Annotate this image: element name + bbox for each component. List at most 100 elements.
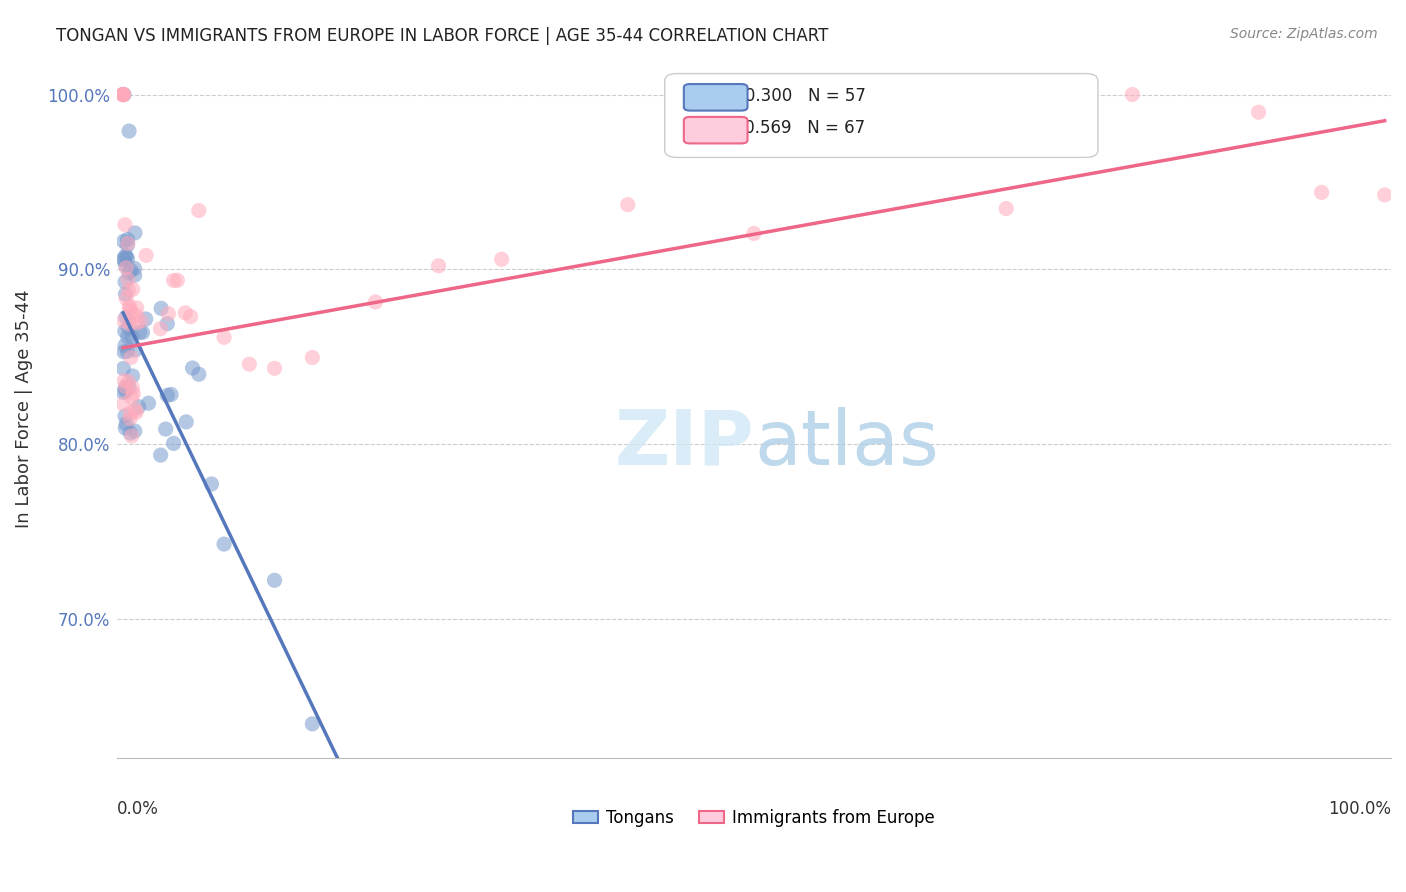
Point xyxy=(114,218,136,232)
Point xyxy=(118,299,141,313)
Point xyxy=(155,422,177,436)
Point xyxy=(114,259,136,273)
Point xyxy=(112,87,135,102)
Point xyxy=(263,361,285,376)
Point xyxy=(166,273,188,287)
Point xyxy=(181,361,204,376)
Point xyxy=(112,87,135,102)
Point xyxy=(174,306,197,320)
Point xyxy=(121,330,143,344)
Point xyxy=(128,325,150,339)
Point xyxy=(112,87,135,102)
Point xyxy=(112,397,135,411)
Point xyxy=(112,361,135,376)
Point xyxy=(995,202,1018,216)
Text: 100.0%: 100.0% xyxy=(1329,800,1391,818)
Point xyxy=(120,263,142,277)
Text: Source: ZipAtlas.com: Source: ZipAtlas.com xyxy=(1230,27,1378,41)
Point xyxy=(157,307,180,321)
Point xyxy=(117,375,139,389)
Point xyxy=(150,301,173,316)
Point xyxy=(124,424,146,438)
Point xyxy=(112,344,135,359)
Point xyxy=(112,314,135,328)
Point xyxy=(117,233,139,247)
Point xyxy=(117,284,139,298)
Point xyxy=(115,292,138,306)
Point xyxy=(121,282,143,296)
Point xyxy=(491,252,513,267)
Point xyxy=(138,396,160,410)
Point xyxy=(135,312,157,326)
Point xyxy=(118,411,141,425)
Text: 0.0%: 0.0% xyxy=(117,800,159,818)
Point xyxy=(121,368,143,383)
Point xyxy=(112,87,135,102)
Point xyxy=(112,253,135,268)
Point xyxy=(135,248,157,262)
Point xyxy=(114,287,136,301)
Point xyxy=(118,266,141,280)
Point xyxy=(115,384,138,399)
Point xyxy=(112,374,135,388)
Point xyxy=(120,305,142,319)
Point xyxy=(129,314,152,328)
FancyBboxPatch shape xyxy=(665,73,1098,157)
Point xyxy=(120,351,142,365)
Text: ZIP: ZIP xyxy=(614,407,754,481)
Point xyxy=(120,426,142,441)
Point xyxy=(112,235,135,249)
Point xyxy=(301,351,323,365)
Point xyxy=(124,268,146,283)
Point xyxy=(156,317,179,331)
Point xyxy=(121,429,143,443)
Point xyxy=(1247,105,1270,120)
Point xyxy=(114,249,136,263)
Point xyxy=(200,477,222,491)
Point xyxy=(112,87,135,102)
Point xyxy=(114,324,136,338)
Point xyxy=(114,381,136,395)
Point xyxy=(1121,87,1143,102)
Text: R = -0.300   N = 57: R = -0.300 N = 57 xyxy=(703,87,866,105)
Point xyxy=(115,417,138,431)
Point xyxy=(187,203,209,218)
Point xyxy=(1310,186,1333,200)
Point xyxy=(162,273,184,287)
Point xyxy=(114,421,136,435)
Point xyxy=(114,338,136,352)
Point xyxy=(301,716,323,731)
Point xyxy=(616,197,638,211)
Point xyxy=(115,310,138,325)
Point xyxy=(131,326,153,340)
Point xyxy=(124,343,146,357)
Point xyxy=(115,250,138,264)
Point xyxy=(121,381,143,395)
Point xyxy=(118,381,141,395)
Point xyxy=(117,272,139,286)
Point xyxy=(117,344,139,359)
Point xyxy=(187,368,209,382)
Point xyxy=(149,321,172,335)
Point xyxy=(112,385,135,400)
Point xyxy=(180,310,202,324)
Point xyxy=(114,409,136,423)
Point xyxy=(112,87,135,102)
Point xyxy=(118,302,141,317)
Point xyxy=(117,320,139,334)
Point xyxy=(114,379,136,393)
Text: TONGAN VS IMMIGRANTS FROM EUROPE IN LABOR FORCE | AGE 35-44 CORRELATION CHART: TONGAN VS IMMIGRANTS FROM EUROPE IN LABO… xyxy=(56,27,828,45)
Point xyxy=(125,309,148,323)
FancyBboxPatch shape xyxy=(683,117,748,144)
Text: R =  0.569   N = 67: R = 0.569 N = 67 xyxy=(703,119,865,137)
Point xyxy=(117,252,139,266)
Point xyxy=(118,124,141,138)
Point xyxy=(128,400,150,414)
Text: atlas: atlas xyxy=(754,407,939,481)
Point xyxy=(742,227,765,241)
Point xyxy=(212,330,235,344)
Point xyxy=(149,448,172,462)
Point xyxy=(115,260,138,275)
Point xyxy=(117,330,139,344)
Point xyxy=(117,236,139,251)
